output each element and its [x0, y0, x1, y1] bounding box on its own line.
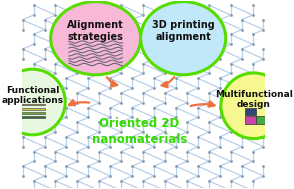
Bar [256, 116, 267, 124]
Text: Oriented 2D
nanomaterials: Oriented 2D nanomaterials [92, 117, 187, 146]
Bar [245, 116, 256, 124]
Bar [245, 108, 256, 115]
Ellipse shape [141, 2, 226, 75]
Ellipse shape [0, 69, 65, 135]
Text: 3D printing
alignment: 3D printing alignment [152, 20, 215, 42]
Bar [20, 104, 45, 105]
Bar [20, 112, 45, 114]
Bar [20, 108, 45, 109]
Bar [20, 116, 45, 118]
Ellipse shape [221, 73, 286, 139]
Ellipse shape [51, 2, 141, 75]
Text: Functional
applications: Functional applications [1, 86, 64, 105]
Text: Alignment
strategies: Alignment strategies [67, 20, 124, 42]
Text: Multifunctional
design: Multifunctional design [215, 90, 293, 109]
